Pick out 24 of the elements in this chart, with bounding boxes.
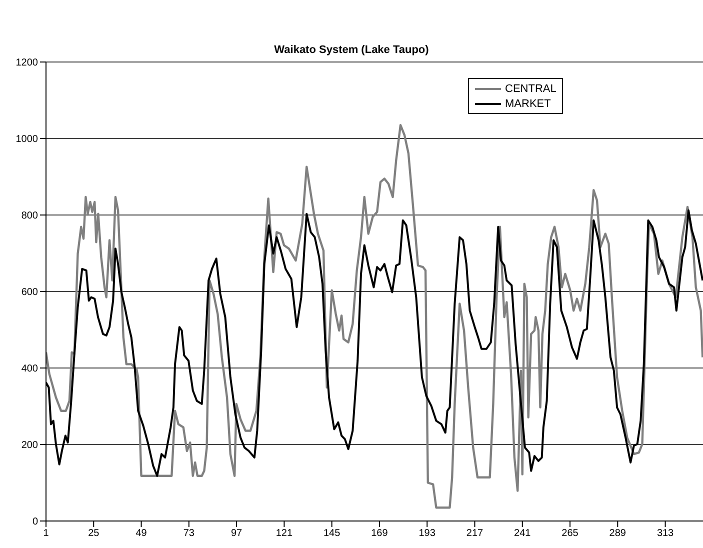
x-tick-label: 289 — [609, 528, 626, 540]
x-tick-label: 25 — [88, 528, 100, 540]
x-tick-label: 73 — [183, 528, 195, 540]
x-tick-label: 169 — [371, 528, 388, 540]
x-tick-label: 97 — [230, 528, 243, 540]
chart-title: Waikato System (Lake Taupo) — [273, 44, 430, 56]
y-tick-label: 400 — [21, 364, 38, 375]
x-tick-label: 49 — [136, 528, 148, 540]
legend-label: CENTRAL — [505, 82, 556, 94]
y-tick-label: 600 — [21, 287, 38, 298]
x-tick-label: 241 — [514, 528, 532, 540]
y-tick-label: 1200 — [16, 58, 38, 69]
legend-label: MARKET — [505, 98, 551, 110]
x-tick-label: 121 — [276, 528, 293, 540]
y-tick-label: 0 — [32, 516, 38, 528]
y-tick-label: 800 — [21, 210, 38, 222]
y-tick-label: 200 — [21, 440, 38, 452]
x-tick-label: 217 — [466, 528, 484, 540]
y-tick-label: 1000 — [16, 134, 38, 146]
x-tick-label: 145 — [323, 528, 341, 540]
x-tick-label: 1 — [43, 528, 50, 540]
x-tick-label: 265 — [562, 528, 579, 540]
x-tick-label: 313 — [656, 528, 674, 540]
x-tick-label: 193 — [418, 528, 436, 540]
